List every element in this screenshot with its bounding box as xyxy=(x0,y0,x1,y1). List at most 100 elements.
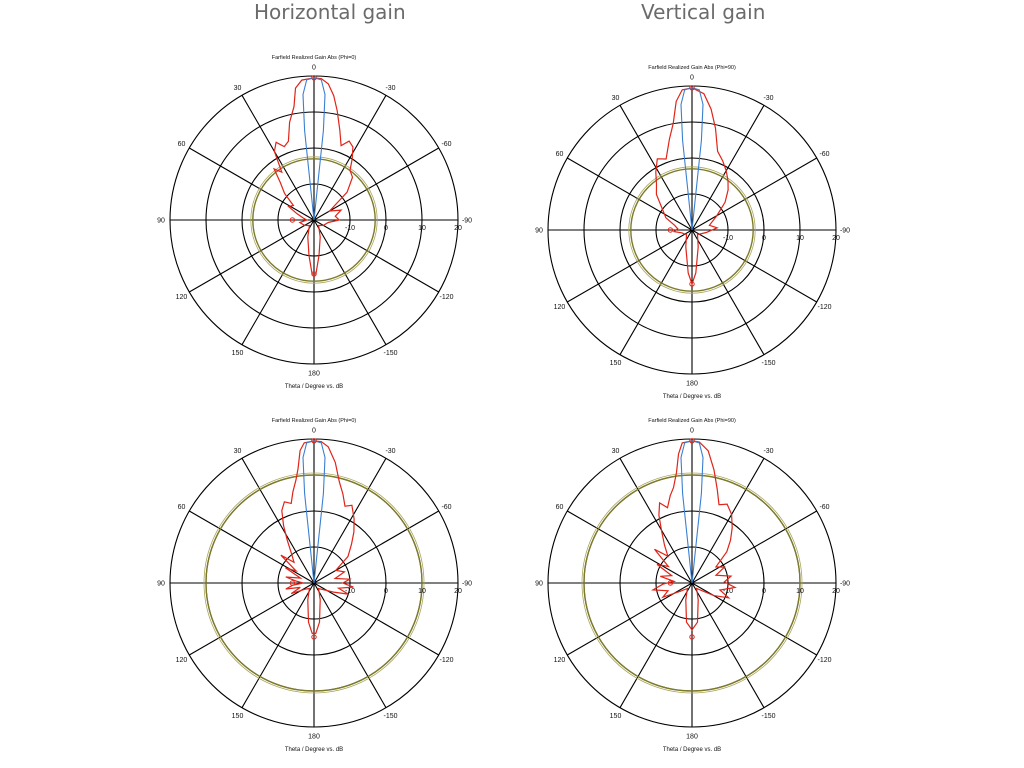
grid-spoke xyxy=(691,229,765,355)
grid-spoke xyxy=(189,147,315,221)
angle-label: -150 xyxy=(383,713,397,720)
angle-label: 0 xyxy=(690,75,694,82)
angle-label: -90 xyxy=(462,218,472,225)
grid-ring xyxy=(583,474,801,692)
angle-label: -30 xyxy=(763,95,773,102)
gain-pattern-line xyxy=(655,87,729,286)
gain-pattern-line xyxy=(272,77,354,275)
angle-label: -150 xyxy=(383,350,397,357)
threshold-ring-outer xyxy=(250,156,378,284)
threshold-ring-outer xyxy=(581,472,803,694)
grid-spoke xyxy=(691,582,817,656)
grid-spoke xyxy=(241,582,315,708)
grid-ring xyxy=(277,546,351,620)
angle-label: 90 xyxy=(157,218,165,225)
plot-title: Farfield Realized Gain Abs (Phi=0) xyxy=(272,55,357,61)
grid-spoke xyxy=(313,95,387,221)
threshold-ring xyxy=(583,474,801,692)
pattern-marker xyxy=(689,634,695,640)
plot-xlabel: Theta / Degree vs. dB xyxy=(285,384,343,390)
grid-ring xyxy=(241,510,387,656)
angle-label: 0 xyxy=(690,428,694,435)
radial-label: 10 xyxy=(796,235,804,242)
grid-spoke xyxy=(313,219,439,293)
angle-label: 180 xyxy=(308,734,320,741)
threshold-ring xyxy=(252,158,376,282)
grid-spoke xyxy=(619,458,693,584)
grid-spoke xyxy=(691,510,817,584)
radial-label: 0 xyxy=(762,235,766,242)
angle-label: -60 xyxy=(819,504,829,511)
angle-label: -120 xyxy=(817,304,831,311)
grid-spoke xyxy=(313,147,439,221)
pattern-marker xyxy=(689,85,695,91)
grid-spoke xyxy=(313,458,387,584)
grid-spoke xyxy=(313,582,387,708)
radial-label: 10 xyxy=(418,588,426,595)
angle-label: -30 xyxy=(385,448,395,455)
angle-label: 180 xyxy=(686,734,698,741)
angle-label: 60 xyxy=(178,141,186,148)
grid-ring xyxy=(169,438,459,728)
grid-spoke xyxy=(691,229,817,303)
angle-label: 180 xyxy=(308,371,320,378)
threshold-ring xyxy=(205,474,423,692)
grid-spoke xyxy=(691,157,817,231)
angle-label: -120 xyxy=(817,657,831,664)
grid-spoke xyxy=(567,157,693,231)
radial-label: -10 xyxy=(723,588,733,595)
angle-label: -120 xyxy=(439,657,453,664)
pattern-marker xyxy=(311,634,317,640)
angle-label: 30 xyxy=(234,448,242,455)
grid-ring xyxy=(241,147,387,293)
main-beam-line xyxy=(302,77,326,221)
grid-spoke xyxy=(619,582,693,708)
pattern-marker xyxy=(289,580,296,586)
grid-spoke xyxy=(313,582,439,656)
grid-ring xyxy=(655,193,729,267)
grid-spoke xyxy=(189,582,315,656)
pattern-marker xyxy=(311,271,317,277)
plot-title: Farfield Realized Gain Abs (Phi=90) xyxy=(648,65,736,71)
radial-label: 20 xyxy=(454,225,462,232)
grid-ring xyxy=(583,121,801,339)
angle-label: -150 xyxy=(761,360,775,367)
angle-label: -60 xyxy=(441,141,451,148)
grid-spoke xyxy=(189,219,315,293)
threshold-ring-outer xyxy=(628,166,756,294)
grid-ring xyxy=(205,111,423,329)
angle-label: 30 xyxy=(234,85,242,92)
horizontal-gain-heading: Horizontal gain xyxy=(254,0,406,24)
angle-label: -90 xyxy=(840,581,850,588)
radial-label: 0 xyxy=(762,588,766,595)
grid-spoke xyxy=(619,229,693,355)
radial-label: -10 xyxy=(345,588,355,595)
grid-spoke xyxy=(313,510,439,584)
angle-label: -90 xyxy=(840,228,850,235)
pattern-marker xyxy=(689,281,695,287)
grid-spoke xyxy=(691,582,765,708)
angle-label: 120 xyxy=(554,304,566,311)
radial-label: 20 xyxy=(454,588,462,595)
pattern-marker xyxy=(289,217,296,223)
angle-label: -150 xyxy=(761,713,775,720)
grid-ring xyxy=(619,510,765,656)
angle-label: 30 xyxy=(612,448,620,455)
angle-label: 60 xyxy=(178,504,186,511)
plot-title: Farfield Realized Gain Abs (Phi=90) xyxy=(648,418,736,424)
pattern-marker xyxy=(667,227,674,233)
angle-label: 150 xyxy=(610,360,622,367)
radial-label: 20 xyxy=(832,235,840,242)
angle-label: 0 xyxy=(312,428,316,435)
angle-label: 150 xyxy=(610,713,622,720)
grid-ring xyxy=(277,183,351,257)
gain-pattern-line xyxy=(650,440,737,631)
plot-xlabel: Theta / Degree vs. dB xyxy=(663,747,721,753)
angle-label: 60 xyxy=(556,504,564,511)
threshold-ring-outer xyxy=(203,472,425,694)
main-beam-line xyxy=(680,440,704,584)
plot-title: Farfield Realized Gain Abs (Phi=0) xyxy=(272,418,357,424)
radial-label: 10 xyxy=(796,588,804,595)
